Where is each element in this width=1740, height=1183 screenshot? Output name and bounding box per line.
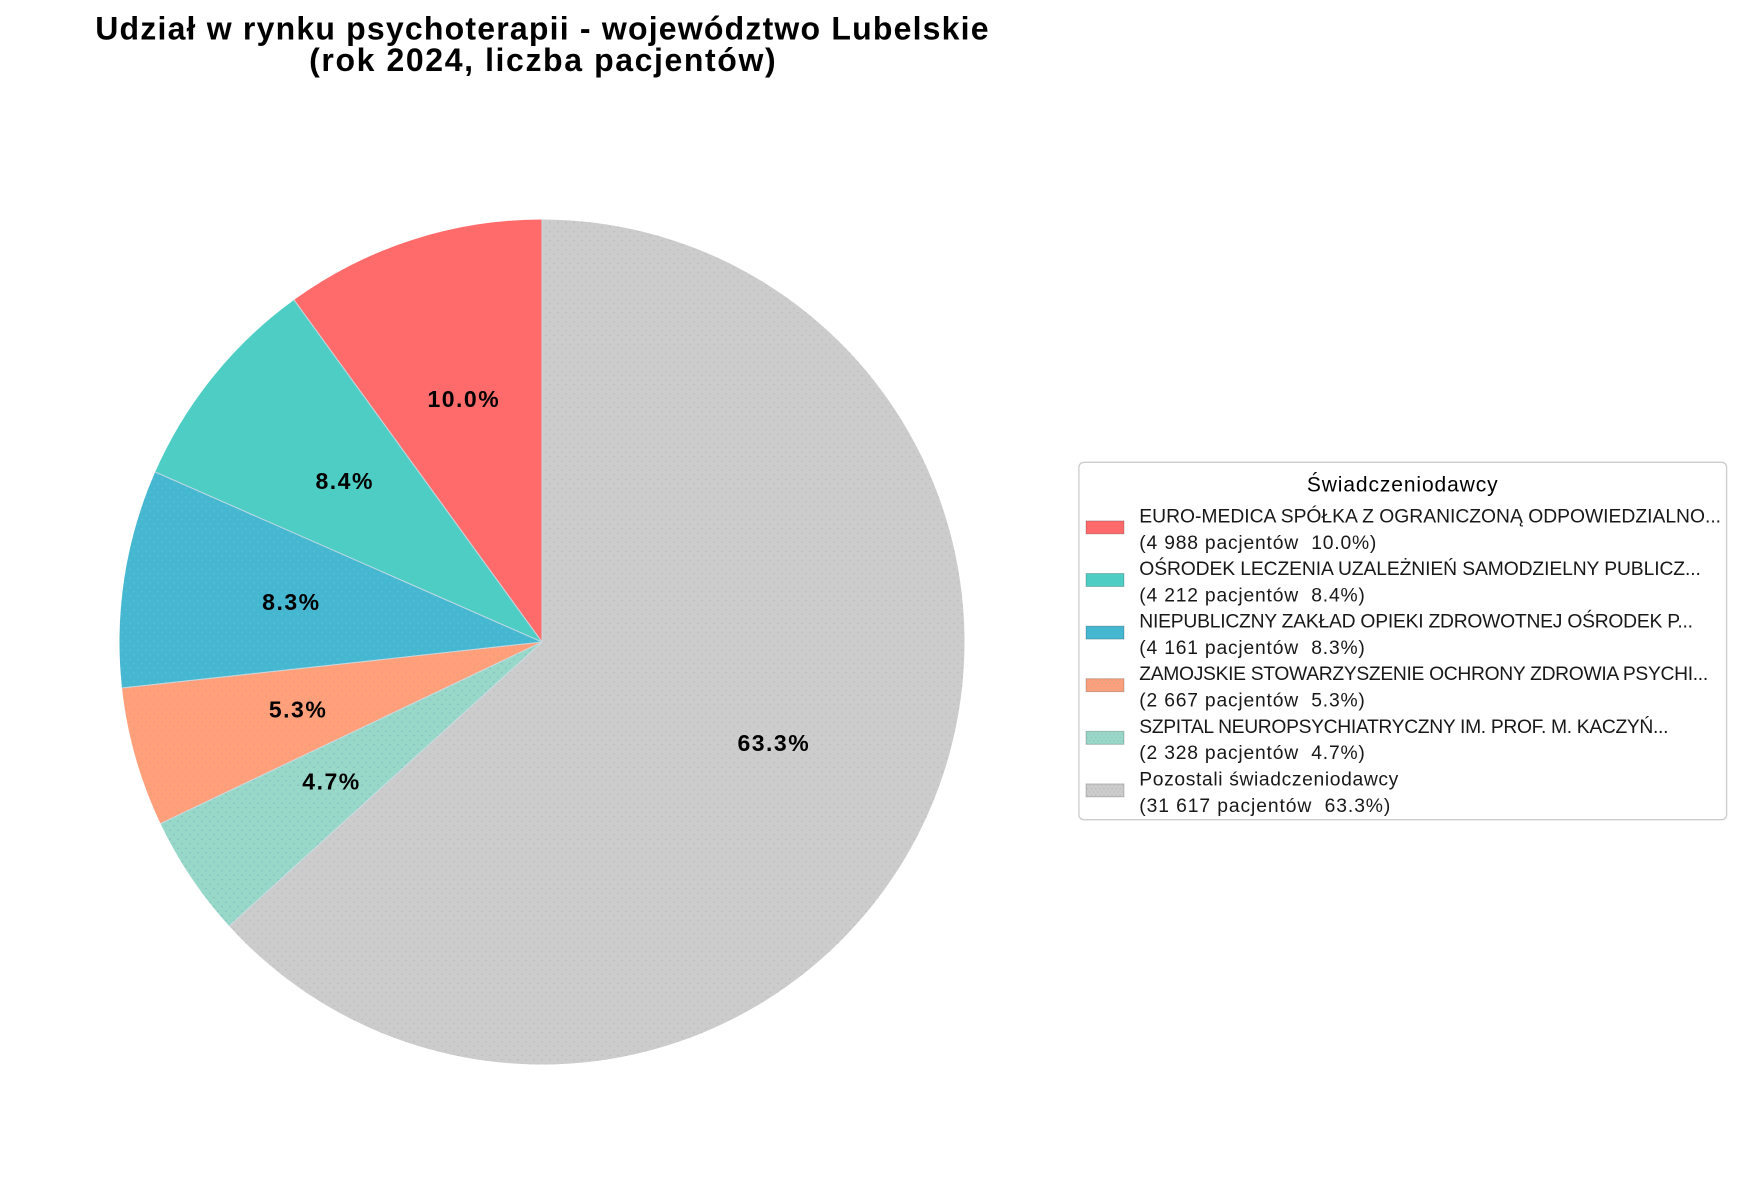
svg-text:Udział w rynku psychoterapii -: Udział w rynku psychoterapii - województ… <box>95 10 990 46</box>
svg-text:8.4%: 8.4% <box>315 468 373 494</box>
svg-text:(2 328 pacjentów 4.7%): (2 328 pacjentów 4.7%) <box>1139 743 1365 764</box>
svg-text:Świadczeniodawcy: Świadczeniodawcy <box>1307 472 1499 496</box>
svg-text:4.7%: 4.7% <box>302 769 360 795</box>
svg-text:(4 988 pacjentów 10.0%): (4 988 pacjentów 10.0%) <box>1139 533 1377 554</box>
svg-text:SZPITAL NEUROPSYCHIATRYCZNY IM: SZPITAL NEUROPSYCHIATRYCZNY IM. PROF. M.… <box>1139 715 1668 738</box>
svg-text:8.3%: 8.3% <box>262 589 320 615</box>
svg-text:10.0%: 10.0% <box>427 386 500 412</box>
svg-text:5.3%: 5.3% <box>269 697 327 723</box>
svg-text:(rok 2024, liczba pacjentów): (rok 2024, liczba pacjentów) <box>309 42 777 78</box>
svg-text:Pozostali świadczeniodawcy: Pozostali świadczeniodawcy <box>1139 769 1399 790</box>
svg-text:(4 161 pacjentów 8.3%): (4 161 pacjentów 8.3%) <box>1139 638 1365 659</box>
svg-text:ZAMOJSKIE STOWARZYSZENIE OCHRO: ZAMOJSKIE STOWARZYSZENIE OCHRONY ZDROWIA… <box>1139 664 1708 685</box>
svg-text:63.3%: 63.3% <box>737 730 810 756</box>
svg-text:OŚRODEK LECZENIA UZALEŻNIEŃ SA: OŚRODEK LECZENIA UZALEŻNIEŃ SAMODZIELNY … <box>1139 556 1700 580</box>
svg-text:(2 667 pacjentów 5.3%): (2 667 pacjentów 5.3%) <box>1139 691 1365 712</box>
svg-text:EURO-MEDICA SPÓŁKA Z OGRANICZO: EURO-MEDICA SPÓŁKA Z OGRANICZONĄ ODPOWIE… <box>1139 504 1721 527</box>
svg-text:NIEPUBLICZNY ZAKŁAD OPIEKI ZDR: NIEPUBLICZNY ZAKŁAD OPIEKI ZDROWOTNEJ OŚ… <box>1139 609 1692 633</box>
svg-text:(4 212 pacjentów 8.4%): (4 212 pacjentów 8.4%) <box>1139 585 1365 606</box>
svg-text:(31 617 pacjentów 63.3%): (31 617 pacjentów 63.3%) <box>1139 796 1391 817</box>
